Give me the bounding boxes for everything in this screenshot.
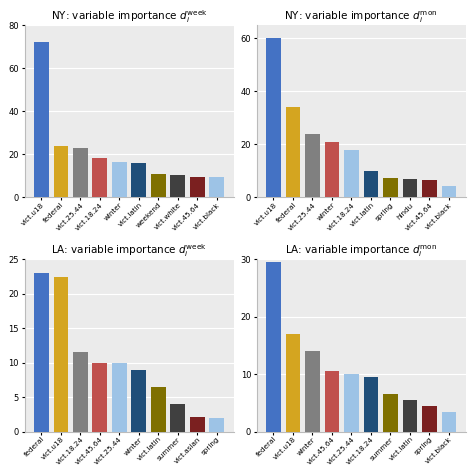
Bar (383, 394, 398, 432)
Bar (344, 374, 359, 432)
Bar (190, 417, 205, 432)
Bar (422, 406, 437, 432)
Bar (442, 185, 456, 198)
Bar (34, 42, 49, 198)
Bar (151, 387, 165, 432)
Bar (54, 277, 68, 432)
Bar (364, 377, 378, 432)
Bar (383, 178, 398, 198)
Bar (402, 400, 417, 432)
Bar (364, 171, 378, 198)
Bar (305, 134, 320, 198)
Title: NY: variable importance $d_i^{\mathrm{mon}}$: NY: variable importance $d_i^{\mathrm{mo… (284, 10, 438, 25)
Bar (325, 372, 339, 432)
Bar (344, 150, 359, 198)
Bar (171, 404, 185, 432)
Bar (73, 148, 88, 198)
Bar (151, 174, 165, 198)
Bar (92, 158, 107, 198)
Bar (266, 38, 281, 198)
Bar (54, 146, 68, 198)
Bar (442, 411, 456, 432)
Bar (286, 107, 300, 198)
Bar (112, 363, 127, 432)
Bar (131, 163, 146, 198)
Bar (131, 370, 146, 432)
Bar (266, 262, 281, 432)
Bar (305, 351, 320, 432)
Bar (190, 177, 205, 198)
Bar (92, 363, 107, 432)
Bar (210, 177, 224, 198)
Title: LA: variable importance $d_i^{\mathrm{week}}$: LA: variable importance $d_i^{\mathrm{we… (51, 243, 207, 259)
Title: NY: variable importance $d_i^{\mathrm{week}}$: NY: variable importance $d_i^{\mathrm{we… (51, 9, 208, 25)
Bar (402, 179, 417, 198)
Bar (112, 162, 127, 198)
Bar (422, 180, 437, 198)
Bar (171, 175, 185, 198)
Title: LA: variable importance $d_i^{\mathrm{mon}}$: LA: variable importance $d_i^{\mathrm{mo… (285, 244, 437, 259)
Bar (286, 334, 300, 432)
Bar (34, 273, 49, 432)
Bar (325, 142, 339, 198)
Bar (210, 418, 224, 432)
Bar (73, 353, 88, 432)
